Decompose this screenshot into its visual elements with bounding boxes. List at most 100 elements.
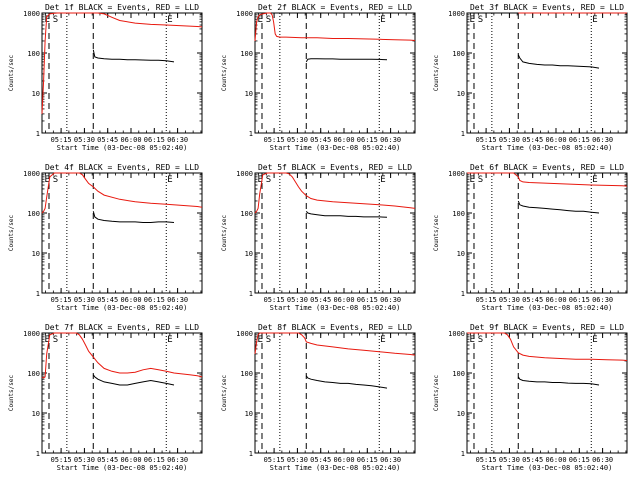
- y-tick-label: 1000: [236, 170, 253, 178]
- y-tick-label: 10: [457, 90, 465, 98]
- x-axis-label: Start Time (03-Dec-08 05:02:40): [57, 304, 188, 312]
- x-axis-label: Start Time (03-Dec-08 05:02:40): [270, 464, 401, 472]
- y-tick-label: 10: [245, 90, 253, 98]
- x-tick-label: 05:45: [522, 456, 543, 464]
- chart-title: Det 9f BLACK = Events, RED = LLD: [470, 323, 624, 332]
- interval-marker-label: S: [53, 175, 58, 185]
- x-tick-label: 05:15: [264, 456, 285, 464]
- chart-panel-4: Det 4f BLACK = Events, RED = LLD Counts/s…: [8, 163, 203, 312]
- x-tick-label: 05:30: [74, 456, 95, 464]
- y-tick-label: 1: [36, 290, 40, 298]
- y-tick-label: 100: [27, 210, 40, 218]
- x-tick-label: 05:30: [499, 456, 520, 464]
- y-tick-label: 100: [452, 370, 465, 378]
- x-tick-label: 05:15: [51, 136, 72, 144]
- y-axis-label: Counts/sec: [433, 215, 440, 252]
- y-axis-label: Counts/sec: [433, 55, 440, 92]
- chart-panel-7: Det 7f BLACK = Events, RED = LLD Counts/s…: [8, 323, 203, 472]
- y-tick-label: 10: [457, 410, 465, 418]
- interval-marker-label: E: [167, 175, 172, 185]
- plot-frame: [41, 12, 203, 134]
- chart-title: Det 4f BLACK = Events, RED = LLD: [45, 163, 199, 172]
- x-tick-label: 06:30: [167, 136, 188, 144]
- x-tick-label: 06:00: [545, 456, 566, 464]
- interval-marker-label: E: [470, 175, 475, 185]
- interval-marker-label: S: [53, 15, 58, 25]
- x-tick-label: 06:00: [333, 296, 354, 304]
- plot-frame: [254, 332, 416, 454]
- plot-frame: [41, 332, 203, 454]
- plot-frame: [466, 12, 628, 134]
- y-axis-label: Counts/sec: [433, 375, 440, 412]
- x-tick-label: 05:30: [74, 296, 95, 304]
- y-tick-label: 100: [452, 210, 465, 218]
- y-tick-label: 1000: [448, 10, 465, 18]
- plot-frame: [466, 172, 628, 294]
- x-tick-label: 06:30: [380, 456, 401, 464]
- series-line-events: [517, 376, 600, 386]
- y-axis-label: Counts/sec: [221, 215, 228, 252]
- x-tick-label: 05:45: [97, 136, 118, 144]
- chart-title: Det 6f BLACK = Events, RED = LLD: [470, 163, 624, 172]
- x-tick-label: 05:45: [522, 296, 543, 304]
- y-tick-label: 100: [27, 370, 40, 378]
- chart-panel-3: Det 3f BLACK = Events, RED = LLD Counts/s…: [433, 3, 628, 152]
- x-tick-label: 06:30: [380, 136, 401, 144]
- interval-marker-label: E: [380, 335, 385, 345]
- y-tick-label: 1: [461, 450, 465, 458]
- y-tick-label: 1: [249, 290, 253, 298]
- series-line-lld: [467, 332, 628, 361]
- chart-panel-1: Det 1f BLACK = Events, RED = LLD Counts/s…: [8, 3, 203, 152]
- x-tick-label: 05:30: [74, 136, 95, 144]
- x-tick-label: 06:30: [167, 296, 188, 304]
- x-tick-label: 05:45: [522, 136, 543, 144]
- y-tick-label: 10: [245, 250, 253, 258]
- interval-marker-label: E: [470, 15, 475, 25]
- chart-title: Det 3f BLACK = Events, RED = LLD: [470, 3, 624, 12]
- y-tick-label: 1: [461, 130, 465, 138]
- chart-panel-2: Det 2f BLACK = Events, RED = LLD Counts/s…: [221, 3, 416, 152]
- interval-marker-label: E: [470, 335, 475, 345]
- interval-marker-label: S: [478, 15, 483, 25]
- y-tick-label: 1000: [23, 170, 40, 178]
- x-tick-label: 06:00: [333, 456, 354, 464]
- interval-marker-label: E: [258, 335, 263, 345]
- x-tick-label: 06:00: [545, 136, 566, 144]
- series-line-lld: [254, 12, 416, 42]
- x-axis-label: Start Time (03-Dec-08 05:02:40): [270, 304, 401, 312]
- chart-panel-8: Det 8f BLACK = Events, RED = LLD Counts/s…: [221, 323, 416, 472]
- series-line-events: [517, 54, 600, 69]
- y-tick-label: 1000: [23, 330, 40, 338]
- interval-marker-label: S: [53, 335, 58, 345]
- x-tick-label: 05:30: [287, 296, 308, 304]
- series-line-lld: [41, 172, 203, 214]
- interval-marker-label: E: [380, 175, 385, 185]
- y-tick-label: 1: [249, 130, 253, 138]
- x-axis-label: Start Time (03-Dec-08 05:02:40): [482, 304, 613, 312]
- interval-marker-label: E: [258, 15, 263, 25]
- x-axis-label: Start Time (03-Dec-08 05:02:40): [270, 144, 401, 152]
- series-line-lld: [254, 332, 416, 356]
- chart-panel-5: Det 5f BLACK = Events, RED = LLD Counts/s…: [221, 163, 416, 312]
- y-tick-label: 10: [32, 410, 40, 418]
- x-tick-label: 06:15: [357, 296, 378, 304]
- y-tick-label: 1: [461, 290, 465, 298]
- interval-marker-label: S: [478, 335, 483, 345]
- y-tick-label: 1000: [448, 330, 465, 338]
- series-line-lld: [41, 332, 203, 379]
- x-tick-label: 06:30: [592, 456, 613, 464]
- y-tick-label: 10: [245, 410, 253, 418]
- series-line-events: [92, 211, 175, 223]
- series-line-lld: [467, 172, 628, 187]
- y-tick-label: 100: [240, 210, 253, 218]
- y-tick-label: 1000: [23, 10, 40, 18]
- interval-marker-label: E: [258, 175, 263, 185]
- y-tick-label: 10: [32, 250, 40, 258]
- x-tick-label: 06:00: [120, 296, 141, 304]
- y-tick-label: 100: [452, 50, 465, 58]
- x-axis-label: Start Time (03-Dec-08 05:02:40): [482, 464, 613, 472]
- x-axis-label: Start Time (03-Dec-08 05:02:40): [57, 144, 188, 152]
- x-axis-label: Start Time (03-Dec-08 05:02:40): [482, 144, 613, 152]
- x-tick-label: 06:15: [569, 296, 590, 304]
- chart-panel-6: Det 6f BLACK = Events, RED = LLD Counts/s…: [433, 163, 628, 312]
